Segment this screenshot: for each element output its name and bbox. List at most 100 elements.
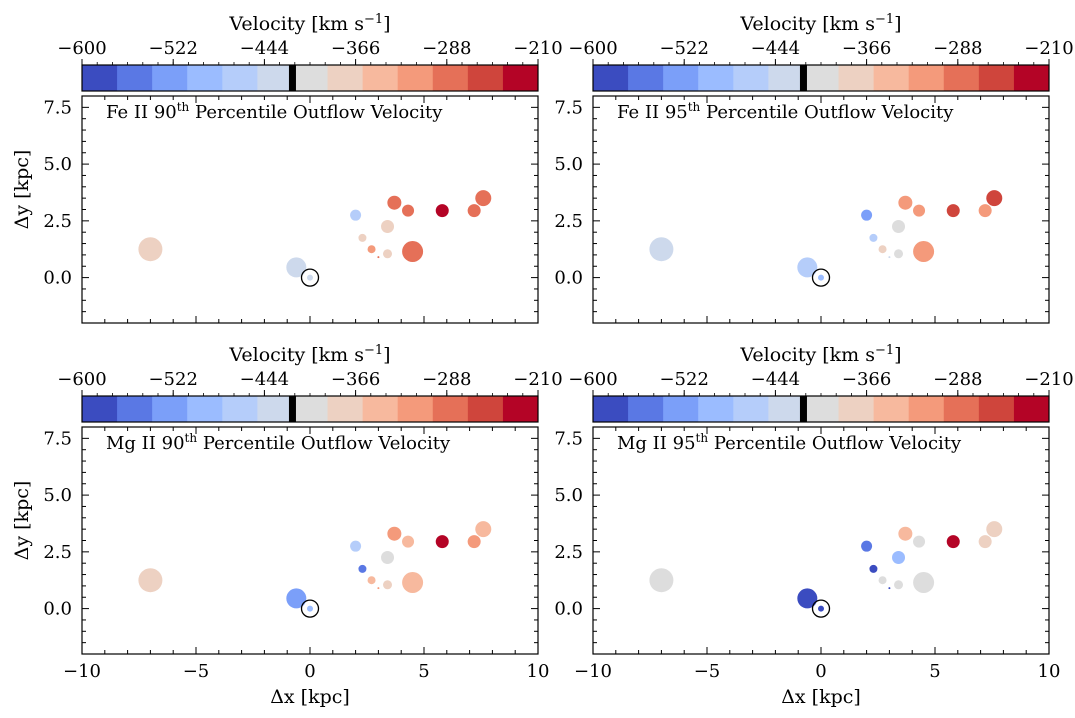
origin-marker: [811, 599, 831, 618]
colorbar-segment: [593, 396, 629, 422]
data-point: [978, 535, 992, 549]
colorbar-marker: [799, 65, 807, 91]
data-point: [350, 540, 362, 552]
colorbar-segment: [838, 396, 875, 422]
colorbar-tick-label: −522: [659, 369, 708, 390]
data-point: [894, 580, 904, 590]
colorbar-tick-label: −210: [1024, 38, 1073, 59]
x-tick-label: 5: [929, 661, 940, 682]
colorbar-segment: [873, 65, 910, 91]
data-point: [350, 209, 362, 221]
colorbar-tick-label: −600: [568, 38, 617, 59]
colorbar-segment: [873, 396, 910, 422]
colorbar-label-close: ]: [383, 13, 390, 35]
data-point: [818, 605, 824, 612]
colorbar-segment: [838, 65, 875, 91]
colorbar-segment: [768, 65, 804, 91]
y-tick-label: 0.0: [43, 268, 72, 289]
data-point: [878, 245, 887, 254]
y-tick-label: 7.5: [554, 97, 583, 118]
data-point: [475, 190, 492, 207]
y-tick-label: 7.5: [554, 428, 583, 449]
data-point: [888, 587, 891, 590]
colorbar-segment: [257, 65, 293, 91]
colorbar-segment: [397, 396, 434, 422]
colorbar-segment: [117, 65, 153, 91]
x-tick-label: 5: [418, 661, 429, 682]
colorbar-segment: [593, 65, 629, 91]
colorbar-segment: [187, 65, 223, 91]
colorbar-segment: [803, 65, 840, 91]
colorbar-segment: [1013, 65, 1050, 91]
data-point: [358, 233, 367, 242]
x-tick-label: −10: [574, 661, 612, 682]
data-point: [367, 245, 376, 254]
data-point: [286, 588, 307, 609]
x-tick-label: 10: [527, 661, 550, 682]
y-tick-label: 7.5: [43, 428, 72, 449]
data-point: [377, 256, 380, 259]
colorbar-tick-label: −600: [568, 369, 617, 390]
colorbar-label-exponent: −1: [875, 343, 894, 358]
colorbar-segment: [187, 396, 223, 422]
data-point: [467, 204, 481, 218]
panel-title: Mg II 90th Percentile Outflow Velocity: [106, 431, 451, 454]
y-tick-label: 0.0: [554, 599, 583, 620]
y-tick-label: 5.0: [43, 485, 72, 506]
colorbar-label: Velocity [km s−1]: [739, 343, 901, 366]
colorbar-label: Velocity [km s−1]: [228, 343, 390, 366]
panel-title-main: Mg II 95: [617, 433, 696, 454]
data-point: [138, 568, 163, 593]
panel-title: Mg II 95th Percentile Outflow Velocity: [617, 431, 962, 454]
axes-frame: [81, 95, 539, 324]
colorbar-segment: [467, 65, 504, 91]
colorbar-label-main: Velocity [km s: [739, 13, 875, 35]
colorbar-tick-label: −522: [148, 369, 197, 390]
data-point: [358, 564, 367, 573]
data-point: [986, 190, 1003, 207]
panel-title-superscript: th: [688, 100, 701, 114]
data-point: [888, 256, 891, 259]
x-axis-label: Δx [kpc]: [781, 686, 861, 708]
colorbar-segment: [502, 396, 539, 422]
colorbar-marker: [288, 65, 296, 91]
colorbar-tick-label: −366: [331, 369, 380, 390]
colorbar-segment: [1013, 396, 1050, 422]
y-tick-label: 2.5: [43, 542, 72, 563]
data-point: [381, 220, 395, 234]
colorbar-tick-label: −210: [1024, 369, 1073, 390]
axes-frame: [592, 426, 1050, 655]
colorbar-segment: [698, 396, 734, 422]
data-point: [383, 249, 393, 259]
colorbar-segment: [502, 65, 539, 91]
colorbar-label-exponent: −1: [364, 12, 383, 27]
data-point: [402, 204, 415, 217]
panel-1: −600 −522 −444 −366 −288 −210 Velocity [km s−1…: [11, 12, 563, 324]
colorbar-tick-label: −600: [57, 38, 106, 59]
colorbar-label-main: Velocity [km s: [739, 344, 875, 366]
panel-title-superscript: th: [185, 431, 198, 445]
y-tick-label: 2.5: [43, 211, 72, 232]
colorbar-label-main: Velocity [km s: [228, 344, 364, 366]
colorbar-tick-label: −288: [422, 369, 471, 390]
axes-frame: [592, 95, 1050, 324]
colorbar-segment: [152, 65, 188, 91]
y-tick-label: 2.5: [554, 211, 583, 232]
colorbar-tick-label: −366: [842, 369, 891, 390]
data-point: [649, 568, 674, 593]
data-point: [861, 540, 873, 552]
colorbar-segment: [978, 396, 1015, 422]
panel-title: Fe II 95th Percentile Outflow Velocity: [617, 100, 954, 123]
data-point: [869, 233, 878, 242]
data-point: [878, 576, 887, 585]
data-point: [797, 588, 818, 609]
x-tick-label: −10: [63, 661, 101, 682]
y-tick-label: 5.0: [554, 485, 583, 506]
data-point: [913, 204, 926, 217]
data-point: [307, 605, 313, 612]
colorbar-segment: [803, 396, 840, 422]
colorbar-label: Velocity [km s−1]: [228, 12, 390, 35]
y-axis-label: Δy [kpc]: [11, 150, 33, 230]
data-point: [946, 535, 960, 549]
